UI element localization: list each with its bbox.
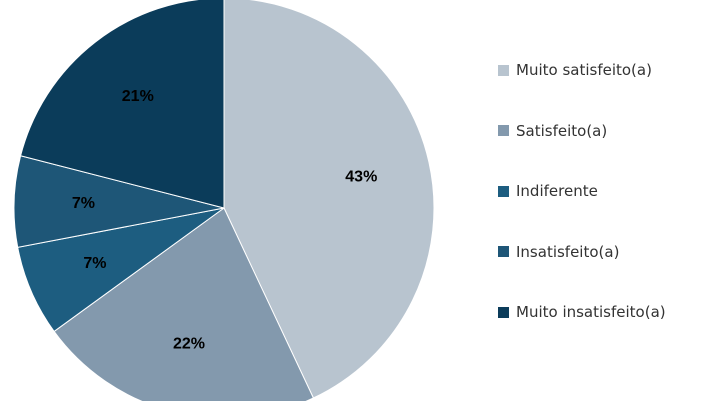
legend-item-insatisfeito: Insatisfeito(a) (498, 240, 698, 264)
data-label-muito-satisfeito: 43% (345, 169, 377, 186)
legend-label-muito-insatisfeito: Muito insatisfeito(a) (516, 303, 666, 321)
legend-item-muito-insatisfeito: Muito insatisfeito(a) (498, 300, 698, 324)
pie-slice-muito-insatisfeito (19, 0, 225, 209)
legend-swatch-indiferente (498, 185, 509, 197)
legend-swatch-insatisfeito (498, 246, 509, 257)
legend-label-satisfeito: Satisfeito(a) (516, 121, 608, 140)
data-label-insatisfeito: 7% (72, 195, 95, 212)
data-label-satisfeito: 22% (173, 336, 205, 353)
legend-label-indiferente: Indiferente (516, 182, 598, 200)
legend-item-satisfeito: Satisfeito(a) (498, 119, 698, 143)
legend-label-muito-satisfeito: Muito satisfeito(a) (516, 61, 652, 79)
chart-legend: Muito satisfeito(a) Satisfeito(a) Indife… (498, 58, 698, 361)
data-label-muito-insatisfeito: 21% (122, 88, 154, 105)
pie-data-labels: 43% 22% 7% 7% 21% (72, 88, 377, 353)
pie-slice-muito-satisfeito (223, 0, 435, 399)
pie-slices (13, 0, 435, 401)
pie-slice-satisfeito (53, 207, 315, 401)
legend-label-insatisfeito: Insatisfeito(a) (516, 242, 620, 261)
data-label-indiferente: 7% (83, 255, 106, 272)
legend-swatch-muito-satisfeito (498, 64, 509, 76)
legend-swatch-muito-insatisfeito (498, 306, 509, 318)
legend-item-muito-satisfeito: Muito satisfeito(a) (498, 58, 698, 82)
legend-swatch-satisfeito (498, 125, 509, 136)
legend-item-indiferente: Indiferente (498, 179, 698, 203)
